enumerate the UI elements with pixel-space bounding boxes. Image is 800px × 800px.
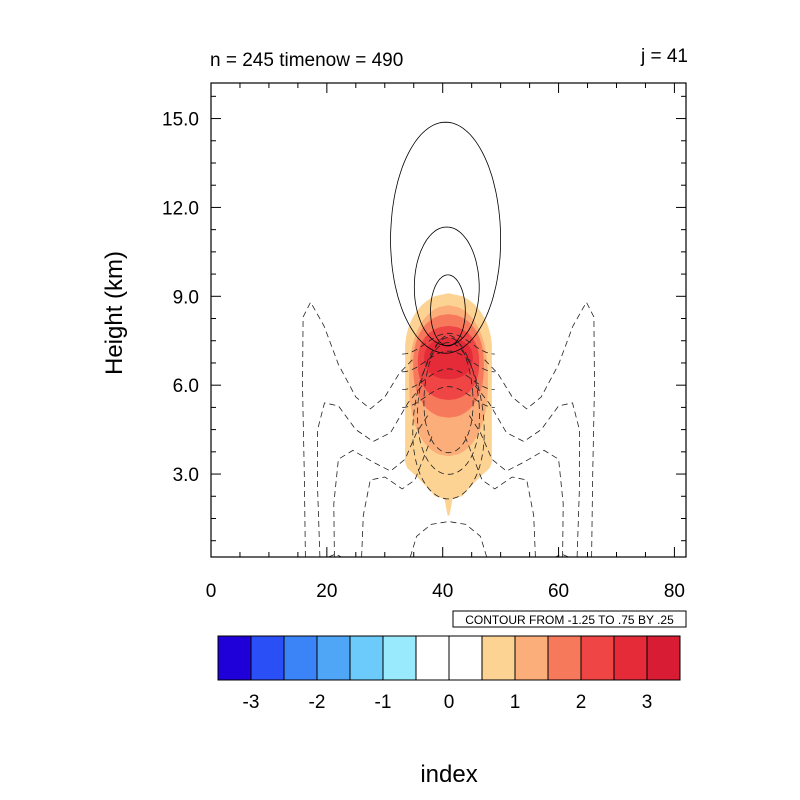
- negative-contour-line: [423, 334, 474, 454]
- negative-contour-line: [328, 553, 342, 558]
- x-tick-label: 60: [548, 581, 569, 602]
- filled-contour-level: [424, 337, 473, 380]
- colorbar-label: -2: [309, 692, 326, 713]
- line-contours: [302, 121, 595, 558]
- x-tick-label: 20: [316, 581, 337, 602]
- negative-contour-line: [409, 521, 488, 558]
- colorbar-swatch: [481, 635, 516, 681]
- colorbar: -3 -2 -1 0 1 2 3: [217, 635, 681, 713]
- negative-contour-line: [483, 301, 595, 558]
- negative-contour-line: [555, 553, 569, 558]
- negative-contour-line: [402, 332, 495, 355]
- colorbar-swatch: [316, 635, 351, 681]
- colorbar-swatch: [349, 635, 384, 681]
- y-axis-label: Height (km): [101, 251, 128, 375]
- colorbar-swatch: [580, 635, 615, 681]
- colorbar-swatch: [415, 635, 450, 681]
- positive-contour-line: [390, 121, 501, 354]
- negative-contour-line: [417, 337, 480, 475]
- x-axis-label: index: [420, 761, 477, 788]
- x-tick-label: 0: [206, 581, 217, 602]
- colorbar-swatch: [547, 635, 582, 681]
- y-tick-label: 15.0: [162, 110, 199, 131]
- x-tick-label: 80: [664, 581, 685, 602]
- negative-contour-line: [402, 368, 495, 390]
- negative-contour-line: [361, 435, 433, 558]
- colorbar-swatch: [613, 635, 648, 681]
- negative-contour-line: [302, 301, 414, 558]
- plot-title-right: j = 41: [640, 46, 688, 67]
- colorbar-swatch: [448, 635, 483, 681]
- colorbar-swatch: [283, 635, 318, 681]
- negative-contour-line: [317, 384, 423, 558]
- y-tick-label: 9.0: [173, 287, 199, 308]
- colorbar-label: 0: [444, 692, 455, 713]
- plot-area: 0 20 40 60 80 3.0 6.0 9.0 12.0 15.0: [162, 82, 687, 602]
- colorbar-label: -1: [375, 692, 392, 713]
- colorbar-label: 3: [642, 692, 653, 713]
- colorbar-swatch: [382, 635, 417, 681]
- y-tick-label: 12.0: [162, 198, 199, 219]
- colorbar-label: -3: [243, 692, 260, 713]
- negative-contour-line: [402, 386, 495, 408]
- plot-frame: [210, 82, 687, 558]
- x-tick-label: 40: [432, 581, 453, 602]
- negative-contour-line: [474, 384, 580, 558]
- y-axis: 3.0 6.0 9.0 12.0 15.0: [162, 95, 686, 542]
- plot-title-left: n = 245 timenow = 490: [210, 50, 403, 71]
- colorbar-swatch: [217, 635, 252, 681]
- colorbar-label: 2: [576, 692, 587, 713]
- colorbar-swatch: [514, 635, 549, 681]
- contour-info-text: CONTOUR FROM -1.25 TO .75 BY .25: [465, 613, 674, 627]
- y-tick-label: 6.0: [173, 376, 199, 397]
- contour-info-box: CONTOUR FROM -1.25 TO .75 BY .25: [452, 610, 687, 628]
- negative-contour-line: [402, 350, 495, 373]
- positive-contour-line: [413, 226, 480, 346]
- y-tick-label: 3.0: [173, 465, 199, 486]
- positive-contour-line: [430, 274, 466, 347]
- colorbar-swatch: [250, 635, 285, 681]
- negative-contour-line: [464, 435, 536, 558]
- x-axis: 0 20 40 60 80: [206, 83, 685, 602]
- colorbar-label: 1: [510, 692, 521, 713]
- colorbar-swatch: [646, 635, 681, 681]
